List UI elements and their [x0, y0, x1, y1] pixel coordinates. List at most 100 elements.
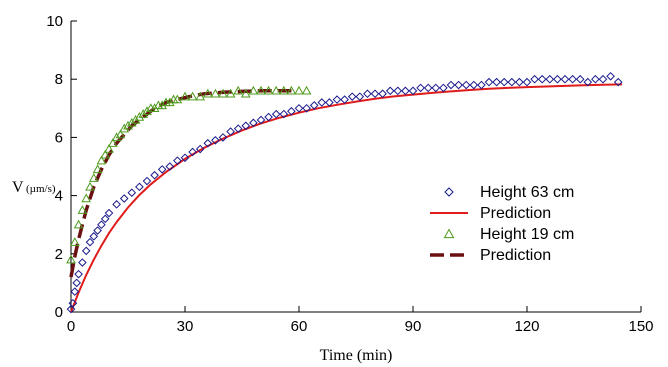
- data-point: [119, 194, 129, 203]
- data-point: [112, 200, 121, 209]
- data-point: [347, 92, 357, 101]
- data-point: [423, 83, 433, 93]
- data-point: [583, 77, 593, 87]
- data-point: [164, 97, 175, 107]
- data-point: [225, 88, 236, 98]
- data-point: [477, 80, 486, 90]
- data-point: [263, 85, 274, 95]
- data-point: [568, 74, 577, 84]
- data-point: [70, 287, 80, 296]
- data-point: [66, 254, 76, 264]
- data-point: [613, 77, 623, 87]
- data-point: [157, 100, 168, 110]
- data-point: [81, 193, 92, 203]
- y-axis-title: V (µm/s): [12, 179, 56, 196]
- data-point: [127, 188, 137, 197]
- data-point: [149, 103, 160, 112]
- data-point: [100, 214, 110, 224]
- data-point: [104, 208, 114, 218]
- plot-area: 0 2 4 6 8 10 0 30 60 90 120 150: [46, 13, 653, 335]
- data-point: [135, 182, 144, 192]
- data-point: [88, 173, 99, 182]
- data-point: [68, 298, 78, 308]
- data-point: [180, 91, 190, 101]
- data-point: [78, 258, 87, 267]
- data-point: [89, 232, 99, 241]
- y-tick-label: 2: [55, 246, 63, 263]
- data-point: [165, 162, 175, 171]
- data-point: [454, 80, 463, 90]
- data-point: [325, 98, 334, 107]
- data-point: [248, 85, 259, 95]
- x-tick-label: 90: [405, 318, 422, 335]
- legend-label: Height 19 cm: [480, 226, 574, 243]
- data-point: [332, 95, 342, 104]
- legend-label: Prediction: [480, 205, 551, 222]
- data-point: [233, 85, 244, 95]
- data-point: [218, 133, 228, 142]
- y-tick-label: 4: [55, 188, 63, 205]
- data-point: [142, 106, 152, 115]
- data-point: [195, 144, 205, 154]
- x-tick-label: 30: [177, 318, 194, 335]
- y-tick-label: 8: [55, 71, 63, 88]
- data-point: [598, 74, 608, 84]
- data-point: [233, 124, 243, 133]
- data-point: [93, 226, 102, 235]
- data-point: [256, 85, 266, 95]
- data-point: [484, 77, 494, 87]
- data-point: [111, 132, 122, 142]
- data-point: [119, 123, 130, 133]
- data-point: [575, 74, 585, 84]
- data-point: [126, 117, 137, 127]
- data-point: [317, 98, 327, 107]
- data-point: [363, 89, 372, 99]
- data-point: [226, 127, 235, 136]
- data-point: [72, 278, 82, 288]
- data-point: [271, 85, 282, 95]
- data-point: [130, 114, 141, 124]
- data-point: [301, 85, 312, 95]
- data-point: [431, 83, 441, 93]
- data-point: [537, 74, 547, 84]
- legend-label: Height 63 cm: [480, 184, 574, 201]
- data-point: [355, 92, 365, 101]
- data-point: [100, 149, 111, 159]
- data-point: [385, 86, 395, 96]
- data-point: [172, 94, 183, 104]
- y-tick-label: 6: [55, 129, 63, 146]
- y-axis-title-unit: (µm/s): [26, 183, 56, 195]
- data-point: [515, 77, 524, 87]
- data-point: [123, 120, 133, 130]
- legend-marker-2: [443, 228, 455, 239]
- data-point: [115, 129, 126, 139]
- data-point: [77, 205, 88, 214]
- data-point: [218, 88, 228, 98]
- data-point: [74, 269, 83, 279]
- data-point: [104, 144, 114, 153]
- data-point: [241, 121, 251, 131]
- data-point: [302, 103, 311, 113]
- x-tick-label: 0: [67, 318, 75, 335]
- data-point: [469, 80, 479, 90]
- data-point: [507, 77, 517, 87]
- data-point: [107, 138, 118, 147]
- x-axis-title: Time (min): [320, 347, 393, 364]
- data-point: [499, 77, 509, 87]
- data-point: [278, 85, 289, 95]
- data-point: [138, 109, 149, 118]
- data-point: [294, 85, 304, 95]
- data-point: [69, 237, 80, 246]
- data-point: [408, 86, 418, 96]
- data-point: [370, 89, 380, 99]
- data-point: [271, 109, 281, 119]
- data-point: [461, 80, 471, 90]
- data-point: [393, 86, 403, 96]
- data-point: [560, 74, 570, 84]
- y-tick-label: 0: [55, 304, 63, 321]
- data-point: [522, 77, 532, 87]
- data-point: [340, 95, 349, 104]
- data-point: [606, 71, 615, 81]
- legend: Height 63 cm Prediction Height 19 cm Predic…: [430, 184, 574, 264]
